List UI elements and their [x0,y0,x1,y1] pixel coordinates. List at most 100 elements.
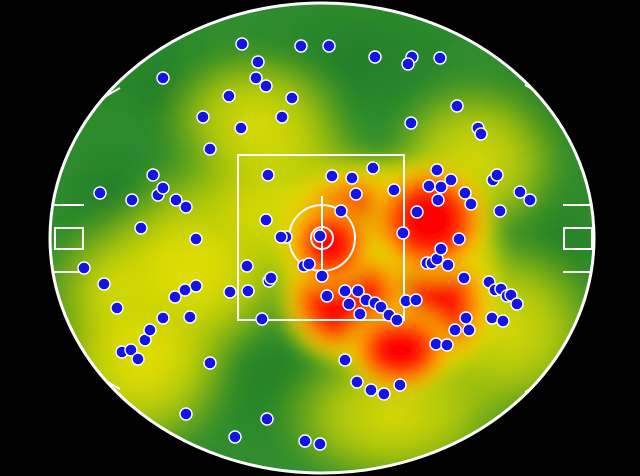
event-point[interactable] [259,79,273,93]
event-point[interactable] [110,301,124,315]
event-point[interactable] [260,412,274,426]
event-point[interactable] [156,71,170,85]
event-point[interactable] [196,110,210,124]
event-point[interactable] [169,193,183,207]
event-point[interactable] [143,323,157,337]
event-point[interactable] [351,284,365,298]
event-point[interactable] [485,311,499,325]
event-point[interactable] [404,116,418,130]
event-point[interactable] [349,187,363,201]
event-point[interactable] [298,434,312,448]
event-point[interactable] [374,300,388,314]
event-point[interactable] [510,297,524,311]
event-point[interactable] [124,343,138,357]
event-point[interactable] [285,91,299,105]
event-point[interactable] [334,204,348,218]
event-point[interactable] [315,269,329,283]
event-point[interactable] [134,221,148,235]
event-point[interactable] [275,110,289,124]
event-point[interactable] [350,375,364,389]
event-point[interactable] [462,323,476,337]
event-point[interactable] [179,200,193,214]
event-point[interactable] [234,121,248,135]
event-point[interactable] [464,197,478,211]
event-point[interactable] [325,169,339,183]
event-point[interactable] [377,387,391,401]
event-point[interactable] [203,142,217,156]
event-point[interactable] [396,226,410,240]
event-point[interactable] [496,314,510,328]
event-point[interactable] [179,407,193,421]
event-point[interactable] [458,186,472,200]
event-point[interactable] [345,171,359,185]
event-point[interactable] [452,232,466,246]
event-point[interactable] [255,312,269,326]
event-point[interactable] [203,356,217,370]
event-point[interactable] [131,352,145,366]
event-point[interactable] [430,163,444,177]
event-point[interactable] [235,37,249,51]
event-point[interactable] [338,353,352,367]
event-point[interactable] [401,57,415,71]
event-point[interactable] [366,161,380,175]
event-point[interactable] [459,311,473,325]
event-point[interactable] [320,289,334,303]
event-point[interactable] [523,193,537,207]
event-point[interactable] [490,168,504,182]
event-point[interactable] [409,293,423,307]
event-point[interactable] [223,285,237,299]
event-point[interactable] [474,127,488,141]
event-point[interactable] [504,288,518,302]
event-point[interactable] [434,180,448,194]
event-point[interactable] [228,430,242,444]
event-point[interactable] [457,271,471,285]
event-point[interactable] [338,284,352,298]
event-point[interactable] [431,193,445,207]
event-point[interactable] [410,205,424,219]
event-point[interactable] [97,277,111,291]
event-point[interactable] [156,311,170,325]
event-point[interactable] [434,242,448,256]
event-point[interactable] [77,261,91,275]
event-point[interactable] [249,71,263,85]
event-point[interactable] [294,39,308,53]
event-point[interactable] [261,168,275,182]
event-point[interactable] [302,257,316,271]
event-point[interactable] [222,89,236,103]
event-point[interactable] [156,181,170,195]
event-point[interactable] [168,290,182,304]
event-point[interactable] [189,232,203,246]
event-point[interactable] [387,183,401,197]
event-point[interactable] [513,185,527,199]
event-point[interactable] [440,338,454,352]
event-point[interactable] [448,323,462,337]
event-point[interactable] [364,383,378,397]
event-point[interactable] [259,213,273,227]
event-point[interactable] [125,193,139,207]
event-point[interactable] [313,437,327,451]
event-point[interactable] [241,284,255,298]
event-point[interactable] [368,50,382,64]
event-point[interactable] [441,258,455,272]
event-point[interactable] [322,39,336,53]
event-point[interactable] [274,230,288,244]
event-point[interactable] [353,307,367,321]
event-point[interactable] [393,378,407,392]
event-point[interactable] [264,271,278,285]
event-point[interactable] [178,283,192,297]
event-point[interactable] [93,186,107,200]
event-point[interactable] [390,313,404,327]
event-point[interactable] [422,179,436,193]
event-point[interactable] [189,279,203,293]
event-point[interactable] [183,310,197,324]
event-point[interactable] [444,173,458,187]
event-point[interactable] [429,337,443,351]
event-point[interactable] [433,51,447,65]
event-point[interactable] [240,259,254,273]
event-point[interactable] [313,229,327,243]
event-point[interactable] [146,168,160,182]
event-point[interactable] [251,55,265,69]
event-point[interactable] [450,99,464,113]
event-point[interactable] [493,204,507,218]
event-point[interactable] [342,297,356,311]
